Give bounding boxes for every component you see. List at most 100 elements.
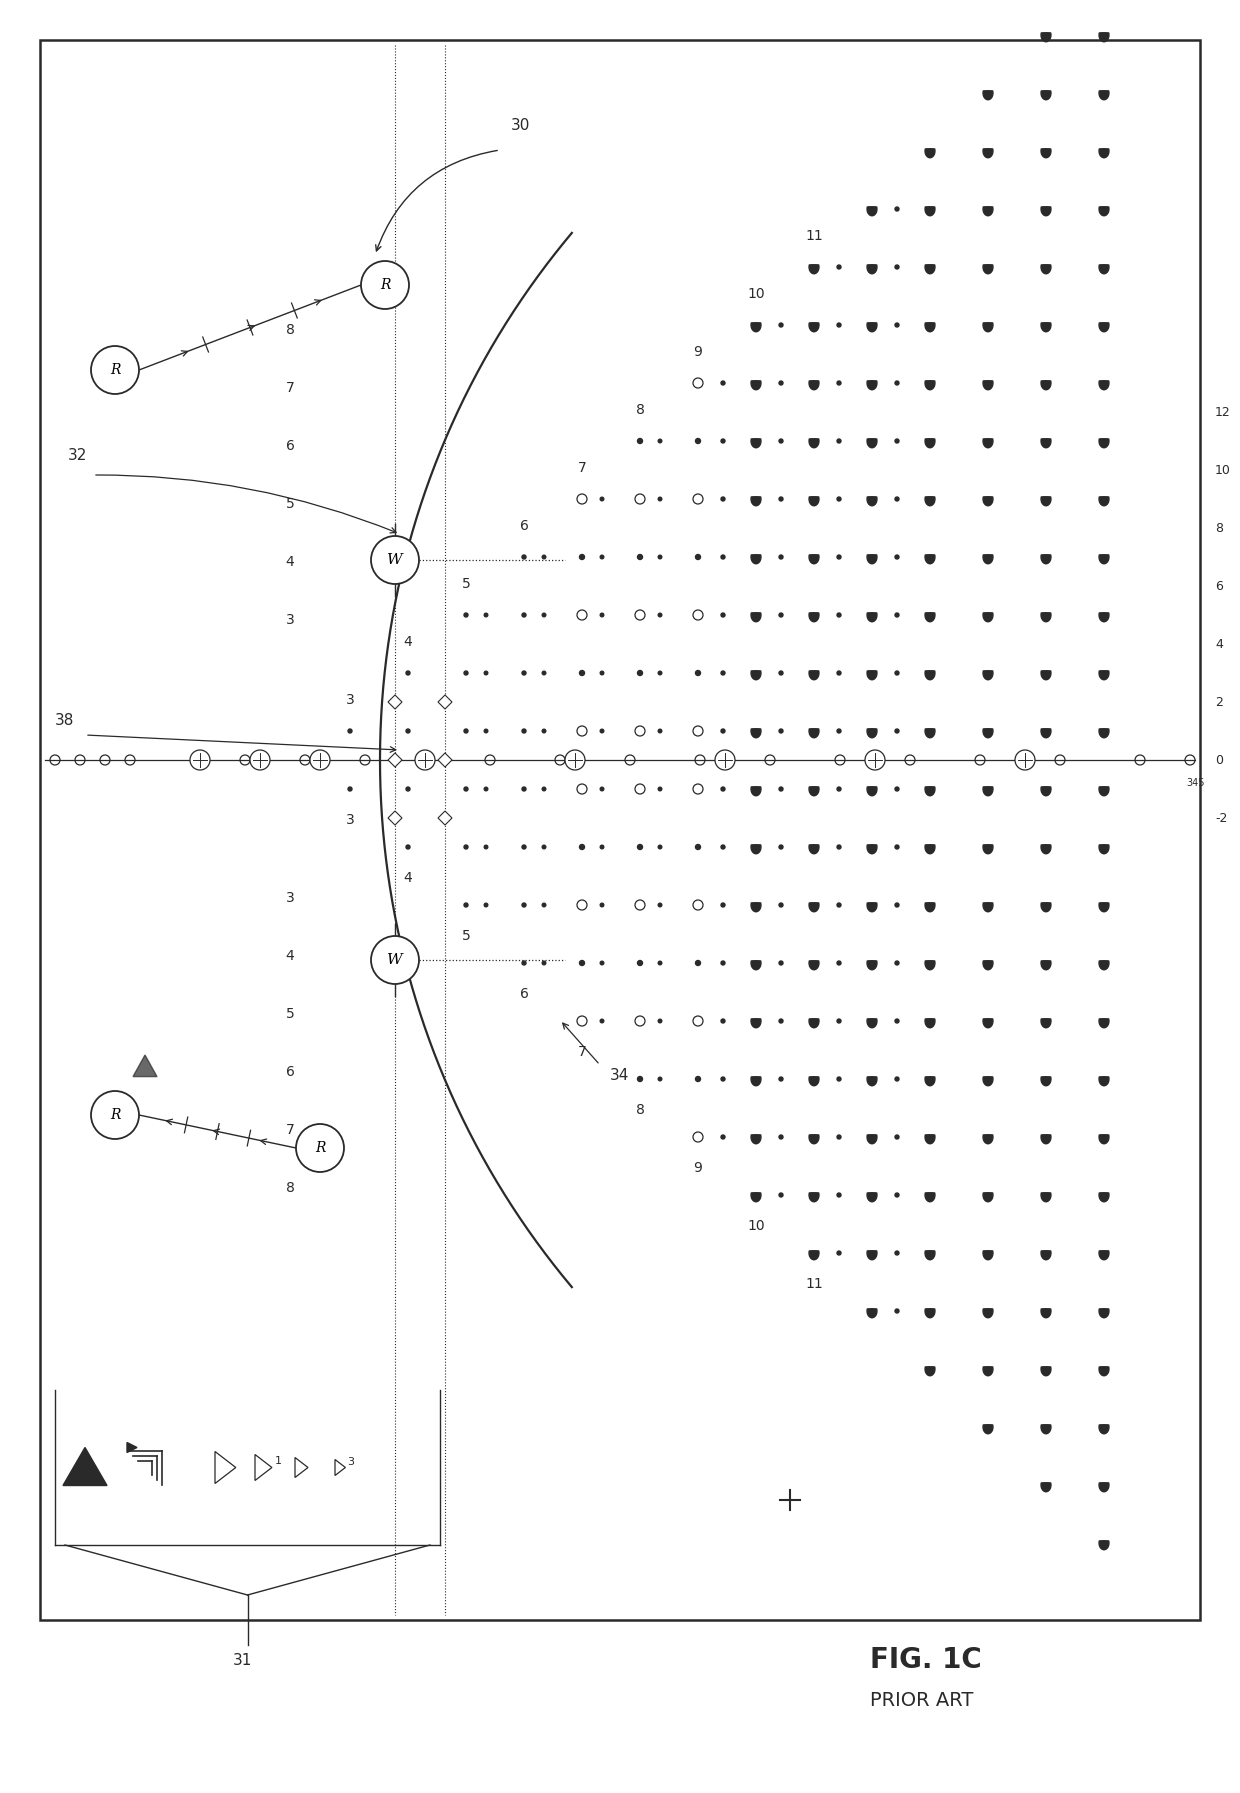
Polygon shape [1099, 32, 1109, 41]
Circle shape [658, 1018, 662, 1022]
Circle shape [658, 613, 662, 617]
Circle shape [895, 1135, 899, 1139]
Polygon shape [867, 206, 877, 215]
Circle shape [522, 904, 526, 907]
Text: 8: 8 [636, 1103, 645, 1117]
Circle shape [658, 556, 662, 559]
Circle shape [779, 845, 782, 850]
Circle shape [696, 845, 701, 850]
Polygon shape [1042, 728, 1052, 737]
Circle shape [895, 961, 899, 965]
Polygon shape [925, 497, 935, 506]
Polygon shape [925, 1135, 935, 1144]
Polygon shape [751, 1135, 761, 1144]
Polygon shape [983, 961, 993, 970]
Polygon shape [867, 439, 877, 448]
Circle shape [779, 556, 782, 559]
Polygon shape [808, 961, 818, 970]
Text: 31: 31 [233, 1653, 252, 1667]
Circle shape [464, 671, 467, 674]
Circle shape [895, 323, 899, 326]
Polygon shape [808, 554, 818, 563]
Polygon shape [925, 1192, 935, 1201]
Text: 9: 9 [693, 1162, 702, 1174]
Circle shape [250, 749, 270, 769]
Text: 6: 6 [285, 439, 294, 454]
Text: 7: 7 [578, 461, 587, 475]
Polygon shape [438, 696, 453, 708]
Text: 3: 3 [347, 1458, 353, 1467]
Polygon shape [1042, 206, 1052, 215]
Text: -2: -2 [1215, 812, 1228, 825]
Circle shape [637, 439, 642, 443]
Polygon shape [751, 380, 761, 389]
Circle shape [779, 613, 782, 617]
Circle shape [405, 730, 410, 733]
Polygon shape [1099, 845, 1109, 853]
Circle shape [720, 1018, 725, 1024]
Circle shape [837, 556, 841, 559]
Circle shape [779, 439, 782, 443]
Circle shape [600, 497, 604, 500]
Circle shape [720, 787, 725, 791]
Circle shape [542, 730, 546, 733]
Polygon shape [808, 323, 818, 332]
Polygon shape [1042, 380, 1052, 389]
Polygon shape [388, 810, 402, 825]
Polygon shape [1099, 1309, 1109, 1318]
Polygon shape [925, 206, 935, 215]
Circle shape [837, 265, 841, 269]
Text: 3: 3 [285, 891, 294, 905]
Polygon shape [751, 1078, 761, 1087]
Circle shape [720, 556, 725, 559]
Circle shape [522, 556, 526, 559]
Polygon shape [1099, 787, 1109, 796]
Text: 6: 6 [285, 1065, 294, 1079]
Circle shape [720, 613, 725, 617]
Circle shape [720, 671, 725, 674]
Text: 8: 8 [285, 1182, 294, 1194]
Circle shape [720, 904, 725, 907]
Circle shape [837, 380, 841, 385]
Circle shape [715, 749, 735, 769]
Circle shape [895, 439, 899, 443]
Circle shape [720, 497, 725, 500]
Polygon shape [751, 902, 761, 913]
Text: 1: 1 [274, 1456, 281, 1465]
Circle shape [895, 671, 899, 674]
Circle shape [600, 961, 604, 965]
Circle shape [348, 730, 352, 733]
Circle shape [542, 904, 546, 907]
Polygon shape [1042, 554, 1052, 563]
Polygon shape [808, 380, 818, 389]
Polygon shape [867, 497, 877, 506]
Polygon shape [1042, 845, 1052, 853]
Circle shape [837, 497, 841, 500]
Polygon shape [925, 671, 935, 680]
Polygon shape [1099, 497, 1109, 506]
Circle shape [464, 904, 467, 907]
Polygon shape [808, 787, 818, 796]
Polygon shape [215, 1452, 236, 1483]
Polygon shape [1042, 1309, 1052, 1318]
Circle shape [658, 961, 662, 965]
Polygon shape [925, 845, 935, 853]
Text: 3: 3 [285, 613, 294, 628]
Circle shape [658, 439, 662, 443]
Text: 7: 7 [578, 1045, 587, 1060]
Circle shape [837, 439, 841, 443]
Circle shape [720, 961, 725, 965]
Polygon shape [1099, 1425, 1109, 1434]
Circle shape [600, 730, 604, 733]
Polygon shape [867, 671, 877, 680]
Text: 30: 30 [511, 118, 529, 133]
Polygon shape [1099, 1135, 1109, 1144]
Text: 9: 9 [693, 344, 702, 359]
Polygon shape [808, 265, 818, 274]
Circle shape [895, 613, 899, 617]
Polygon shape [983, 671, 993, 680]
Circle shape [91, 346, 139, 394]
Text: 8: 8 [285, 323, 294, 337]
Circle shape [91, 1090, 139, 1139]
Circle shape [600, 845, 604, 848]
